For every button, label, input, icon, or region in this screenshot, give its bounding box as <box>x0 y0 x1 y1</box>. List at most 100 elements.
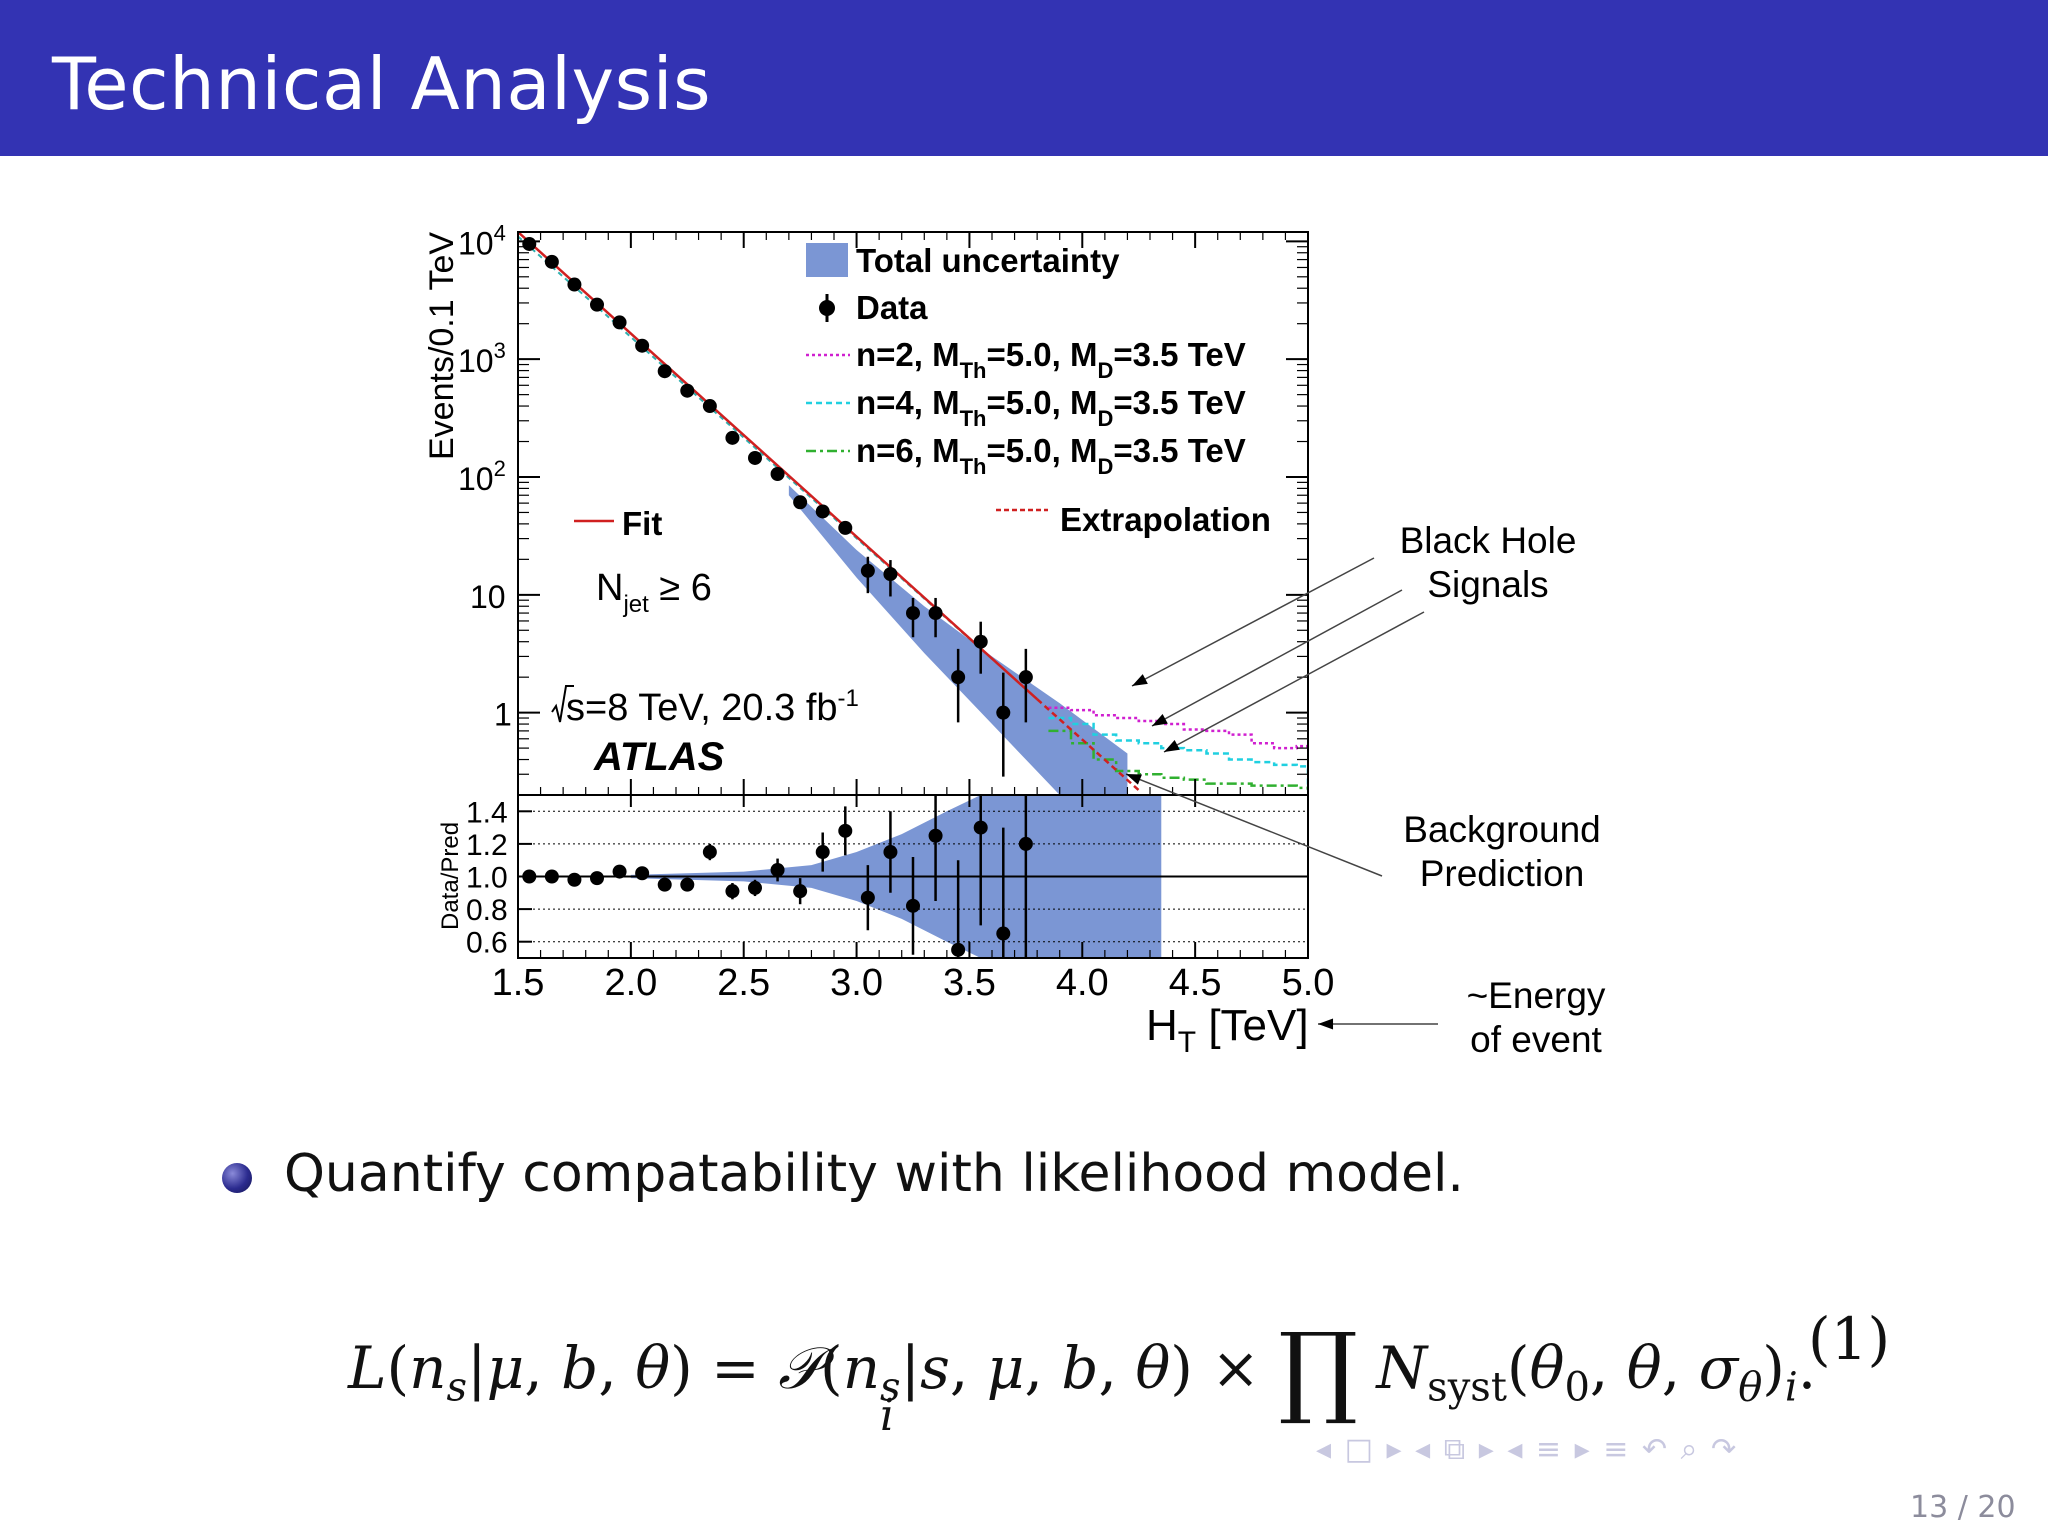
ratio-point-15 <box>860 890 875 905</box>
y-tick-label-1: 103 <box>458 338 506 379</box>
data-point-18 <box>928 606 943 621</box>
arrow-signal-n6 <box>1163 611 1425 753</box>
energy-lumi-label: s=8 TeV, 20.3 fb-1 <box>566 685 859 729</box>
data-point-4 <box>612 315 627 330</box>
data-point-0 <box>522 236 537 251</box>
nav-subsection-icon[interactable]: ⧉ <box>1443 1432 1468 1467</box>
data-point-10 <box>748 450 762 465</box>
y-tick-label-4: 1 <box>494 697 512 733</box>
nav-next-frame-icon[interactable]: ▸ <box>1386 1432 1404 1467</box>
nav-toc-icon[interactable]: ≡ <box>1603 1432 1631 1467</box>
legend-uncertainty-label: Total uncertainty <box>856 242 1120 279</box>
x-axis-label: HT [TeV] <box>1146 1001 1309 1059</box>
x-tick-label-4: 3.5 <box>943 962 996 1004</box>
data-point-12 <box>793 495 808 510</box>
slide-title: Technical Analysis <box>52 42 712 126</box>
upper-y-axis-label: Events/0.1 TeV <box>423 232 461 460</box>
ratio-point-14 <box>838 823 853 838</box>
ratio-point-9 <box>725 884 740 899</box>
arrow-signal-n4 <box>1151 589 1403 727</box>
arrow-signal-n4-head <box>1152 713 1168 726</box>
annotation-signals-line1: Black Hole <box>1400 520 1577 561</box>
legend-signal-n4-label: n=4, MTh=5.0, MD=3.5 TeV <box>856 384 1246 431</box>
data-point-16 <box>883 567 898 582</box>
x-tick-label-3: 3.0 <box>830 962 883 1004</box>
arrow-energy-head <box>1318 1018 1334 1030</box>
data-point-7 <box>680 383 695 398</box>
ratio-point-12 <box>793 884 808 899</box>
ratio-y-tick-label-4: 1.4 <box>466 796 508 829</box>
x-tick-label-1: 2.0 <box>604 962 657 1004</box>
ratio-point-7 <box>680 877 695 892</box>
x-tick-label-5: 4.0 <box>1056 962 1109 1004</box>
ratio-point-18 <box>928 828 943 843</box>
slide-header: Technical Analysis <box>0 0 2048 156</box>
data-point-3 <box>590 297 604 312</box>
data-point-9 <box>725 430 740 445</box>
data-point-6 <box>657 364 672 379</box>
ratio-point-17 <box>906 898 920 913</box>
page-number: 13 / 20 <box>1910 1490 2016 1525</box>
ratio-point-11 <box>770 862 785 877</box>
nav-next-subsection-icon[interactable]: ▸ <box>1478 1432 1496 1467</box>
data-point-8 <box>702 399 717 414</box>
legend-signal-n2-label: n=2, MTh=5.0, MD=3.5 TeV <box>856 336 1246 383</box>
data-point-13 <box>815 504 830 519</box>
signal-n6-line <box>1048 729 1308 791</box>
annotation-background-line2: Prediction <box>1420 853 1585 894</box>
data-point-20 <box>973 634 988 649</box>
x-tick-label-2: 2.5 <box>717 962 770 1004</box>
nav-search-icon[interactable]: ⌕ <box>1680 1432 1700 1467</box>
fit-line <box>518 232 1038 701</box>
x-tick-label-7: 5.0 <box>1282 962 1335 1004</box>
ratio-point-10 <box>748 880 762 895</box>
y-tick-label-0: 104 <box>458 220 506 261</box>
data-point-17 <box>906 606 920 621</box>
bullet-icon <box>222 1163 252 1193</box>
nav-frame-icon[interactable]: □ <box>1344 1432 1375 1467</box>
ratio-y-tick-label-2: 1.0 <box>466 862 508 895</box>
ratio-point-22 <box>1018 836 1033 851</box>
legend-uncertainty-swatch <box>806 243 848 277</box>
legend-signal-n6-label: n=6, MTh=5.0, MD=3.5 TeV <box>856 432 1246 479</box>
annotation-signals-line2: Signals <box>1427 564 1548 605</box>
y-tick-label-2: 102 <box>458 456 506 497</box>
legend-fit-label: Fit <box>622 505 662 542</box>
signal-n4-line <box>1048 716 1308 791</box>
data-point-5 <box>635 338 650 353</box>
nav-section-icon[interactable]: ≡ <box>1535 1432 1564 1467</box>
ratio-point-20 <box>973 820 988 835</box>
nav-next-section-icon[interactable]: ▸ <box>1574 1432 1592 1467</box>
ratio-point-13 <box>815 845 830 860</box>
annotation-energy-line2: of event <box>1470 1019 1602 1060</box>
nav-prev-section-icon[interactable]: ◂ <box>1507 1432 1525 1467</box>
arrow-signal-n6-head <box>1164 740 1180 752</box>
nav-back-icon[interactable]: ↶ <box>1641 1432 1670 1467</box>
legend-extrapolation-label: Extrapolation <box>1060 501 1271 538</box>
data-point-2 <box>567 277 582 292</box>
data-point-22 <box>1018 670 1033 685</box>
product-index: i <box>880 1390 895 1441</box>
y-tick-label-3: 10 <box>470 579 506 615</box>
njet-label: Njet ≥ 6 <box>596 567 712 618</box>
data-point-15 <box>860 563 875 578</box>
data-point-14 <box>838 520 853 535</box>
nav-prev-frame-icon[interactable]: ◂ <box>1316 1432 1334 1467</box>
ratio-point-19 <box>951 942 966 957</box>
arrow-background-head <box>1126 774 1142 785</box>
extrapolation-line <box>1036 698 1140 792</box>
ratio-y-axis-label: Data/Pred <box>437 822 464 930</box>
signal-n2-line <box>1048 706 1308 751</box>
ratio-point-16 <box>883 845 898 860</box>
ratio-point-3 <box>590 871 604 886</box>
nav-prev-subsection-icon[interactable]: ◂ <box>1415 1432 1433 1467</box>
arrow-background <box>1125 773 1383 877</box>
ratio-point-21 <box>996 926 1011 941</box>
ratio-point-5 <box>635 866 650 881</box>
sqrt-symbol-icon <box>551 685 574 723</box>
nav-zoom-icon[interactable]: ↷ <box>1710 1432 1739 1467</box>
likelihood-equation: L(ns|μ, b, θ) = 𝒫(ns|s, μ, b, θ) × ∏ Nsy… <box>348 1311 1817 1428</box>
legend-data-label: Data <box>856 289 928 326</box>
ratio-point-6 <box>657 877 672 892</box>
equation-number: (1) <box>1808 1305 1891 1373</box>
